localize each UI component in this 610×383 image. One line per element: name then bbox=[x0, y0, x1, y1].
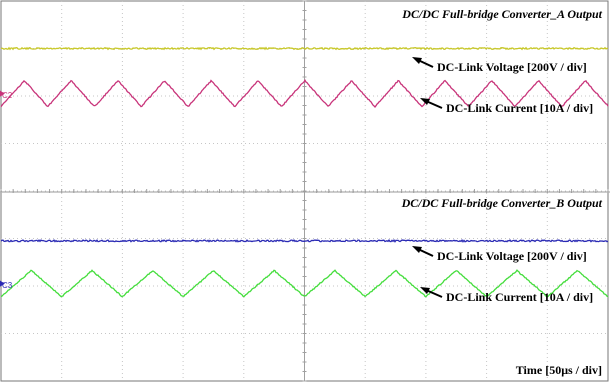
panel-a-title: DC/DC Full-bridge Converter_A Output bbox=[401, 7, 602, 21]
annotation-a-voltage: DC-Link Voltage [200V / div] bbox=[412, 57, 587, 74]
arrow-a-voltage-shaft bbox=[417, 59, 434, 68]
trace-a-current bbox=[0, 79, 609, 109]
label-b-voltage: DC-Link Voltage [200V / div] bbox=[437, 249, 587, 263]
annotation-b-voltage: DC-Link Voltage [200V / div] bbox=[412, 246, 587, 263]
timebase-label: Time [50μs / div] bbox=[516, 363, 602, 377]
label-a-voltage: DC-Link Voltage [200V / div] bbox=[437, 60, 587, 74]
trace-b-voltage bbox=[0, 238, 609, 243]
channel-marker-arrow bbox=[0, 280, 5, 287]
arrow-b-current-shaft bbox=[425, 289, 443, 298]
arrow-b-voltage-shaft bbox=[417, 248, 434, 257]
label-b-current: DC-Link Current [10A / div] bbox=[446, 290, 593, 304]
label-a-current: DC-Link Current [10A / div] bbox=[446, 101, 593, 115]
trace-a-voltage bbox=[0, 46, 609, 51]
arrow-b-current-head bbox=[420, 287, 430, 294]
arrow-b-voltage-head bbox=[412, 246, 422, 253]
arrow-a-current-head bbox=[420, 98, 430, 105]
arrow-a-voltage-head bbox=[412, 57, 422, 64]
panel-b-channel-marker: C3 bbox=[2, 281, 13, 290]
panel-a-channel-marker: C2 bbox=[2, 91, 13, 100]
arrow-a-current-shaft bbox=[425, 100, 443, 109]
annotation-a-current: DC-Link Current [10A / div] bbox=[420, 98, 593, 115]
panel-b-title: DC/DC Full-bridge Converter_B Output bbox=[401, 196, 603, 210]
trace-b-current bbox=[0, 269, 609, 298]
annotation-b-current: DC-Link Current [10A / div] bbox=[420, 287, 593, 304]
channel-marker-arrow bbox=[0, 90, 5, 97]
traces bbox=[0, 46, 609, 298]
